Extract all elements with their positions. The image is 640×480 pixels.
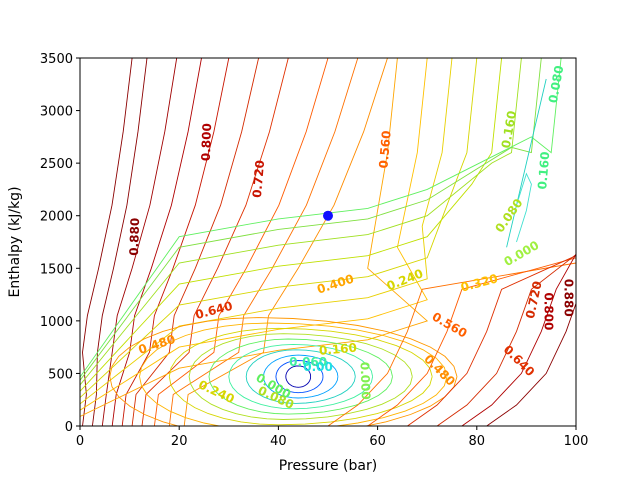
contour-right-5: [486, 253, 576, 426]
contour-oval-4: [208, 338, 393, 415]
contour-left-8: [168, 58, 359, 426]
contour-mid-4: [80, 58, 503, 392]
plot-frame: [79, 57, 577, 427]
contour-label: 0.880: [127, 218, 142, 256]
contour-oval-1: [139, 322, 448, 426]
contour-label: 0.800: [542, 292, 556, 330]
contour-label: 0.160: [318, 341, 357, 358]
contour-label: 0.880: [562, 279, 576, 317]
contour-left-9: [183, 58, 388, 426]
x-tick-label: 80: [469, 434, 486, 449]
contour-mid-1: [80, 58, 428, 411]
data-point-marker: [323, 210, 333, 221]
contour-label: 0.080: [546, 64, 566, 104]
y-tick-label: 1500: [40, 262, 73, 277]
y-tick-label: 3000: [40, 105, 73, 120]
x-tick-label: 40: [270, 434, 287, 449]
contour-right-1: [367, 257, 576, 426]
contour-oval-3: [188, 333, 413, 420]
contour-label: 0.800: [199, 123, 214, 161]
contour-mid-6: [80, 58, 542, 381]
contour-right-0: [327, 262, 576, 426]
contour-oval-6: [245, 349, 356, 404]
x-tick-label: 60: [369, 434, 386, 449]
contour-label: 0.060: [289, 355, 327, 369]
x-axis-label: Pressure (bar): [279, 458, 377, 474]
contour-label: 0.000: [358, 362, 373, 400]
contour-mid-3: [80, 58, 478, 398]
contour-oval-7: [263, 354, 339, 399]
contour-left-7: [153, 58, 329, 426]
contour-left-3: [111, 58, 202, 426]
contour-label: 0.00: [303, 360, 333, 374]
contour-oval-9: [285, 365, 312, 388]
contour-left-4: [121, 58, 230, 426]
contour-mid-0: [80, 58, 429, 417]
contour-label: 0.160: [535, 151, 552, 190]
y-tick-label: 500: [48, 367, 73, 382]
y-tick-label: 2500: [40, 157, 73, 172]
contour-left-5: [131, 58, 260, 426]
contour-left-0: [82, 58, 133, 426]
y-tick-label: 3500: [40, 52, 73, 67]
contour-right-3: [436, 254, 576, 426]
y-tick-label: 2000: [40, 210, 73, 225]
x-tick-label: 20: [171, 434, 188, 449]
contour-right-2: [407, 255, 576, 426]
contour-oval-8: [275, 360, 324, 394]
contour-mid-5: [80, 58, 522, 386]
contour-left-2: [101, 58, 178, 426]
contour-left-1: [91, 58, 148, 426]
contour-label: 0.560: [376, 130, 393, 169]
contour-right-4: [461, 253, 576, 426]
contour-oval-2: [168, 327, 433, 426]
x-tick-label: 100: [564, 434, 589, 449]
contour-oval-5: [228, 343, 374, 410]
y-axis-label: Enthalpy (kJ/kg): [7, 186, 23, 297]
contour-left-6: [141, 58, 289, 426]
contour-cyan-b: [516, 172, 532, 243]
contour-oval-0: [109, 317, 458, 426]
contour-label: 0.720: [250, 159, 267, 198]
y-tick-label: 1000: [40, 315, 73, 330]
y-tick-label: 0: [65, 420, 73, 435]
contour-cyan-a: [506, 78, 547, 248]
x-tick-label: 0: [76, 434, 84, 449]
contour-mid-7: [80, 58, 562, 378]
contour-label: 0.160: [499, 110, 519, 150]
contour-lines: [80, 58, 576, 426]
